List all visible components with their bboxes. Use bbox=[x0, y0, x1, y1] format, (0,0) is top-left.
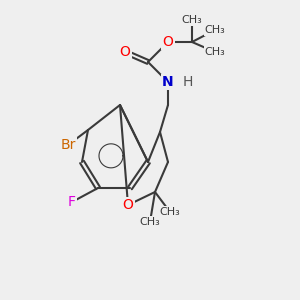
Text: CH₃: CH₃ bbox=[160, 207, 180, 217]
Text: F: F bbox=[68, 195, 76, 209]
Text: O: O bbox=[163, 35, 173, 49]
Text: O: O bbox=[123, 198, 134, 212]
Text: O: O bbox=[120, 45, 130, 59]
Text: CH₃: CH₃ bbox=[140, 217, 160, 227]
Text: CH₃: CH₃ bbox=[205, 47, 225, 57]
Text: N: N bbox=[162, 75, 174, 89]
Text: Br: Br bbox=[60, 138, 76, 152]
Text: CH₃: CH₃ bbox=[205, 25, 225, 35]
Text: CH₃: CH₃ bbox=[182, 15, 203, 25]
Text: H: H bbox=[183, 75, 193, 89]
